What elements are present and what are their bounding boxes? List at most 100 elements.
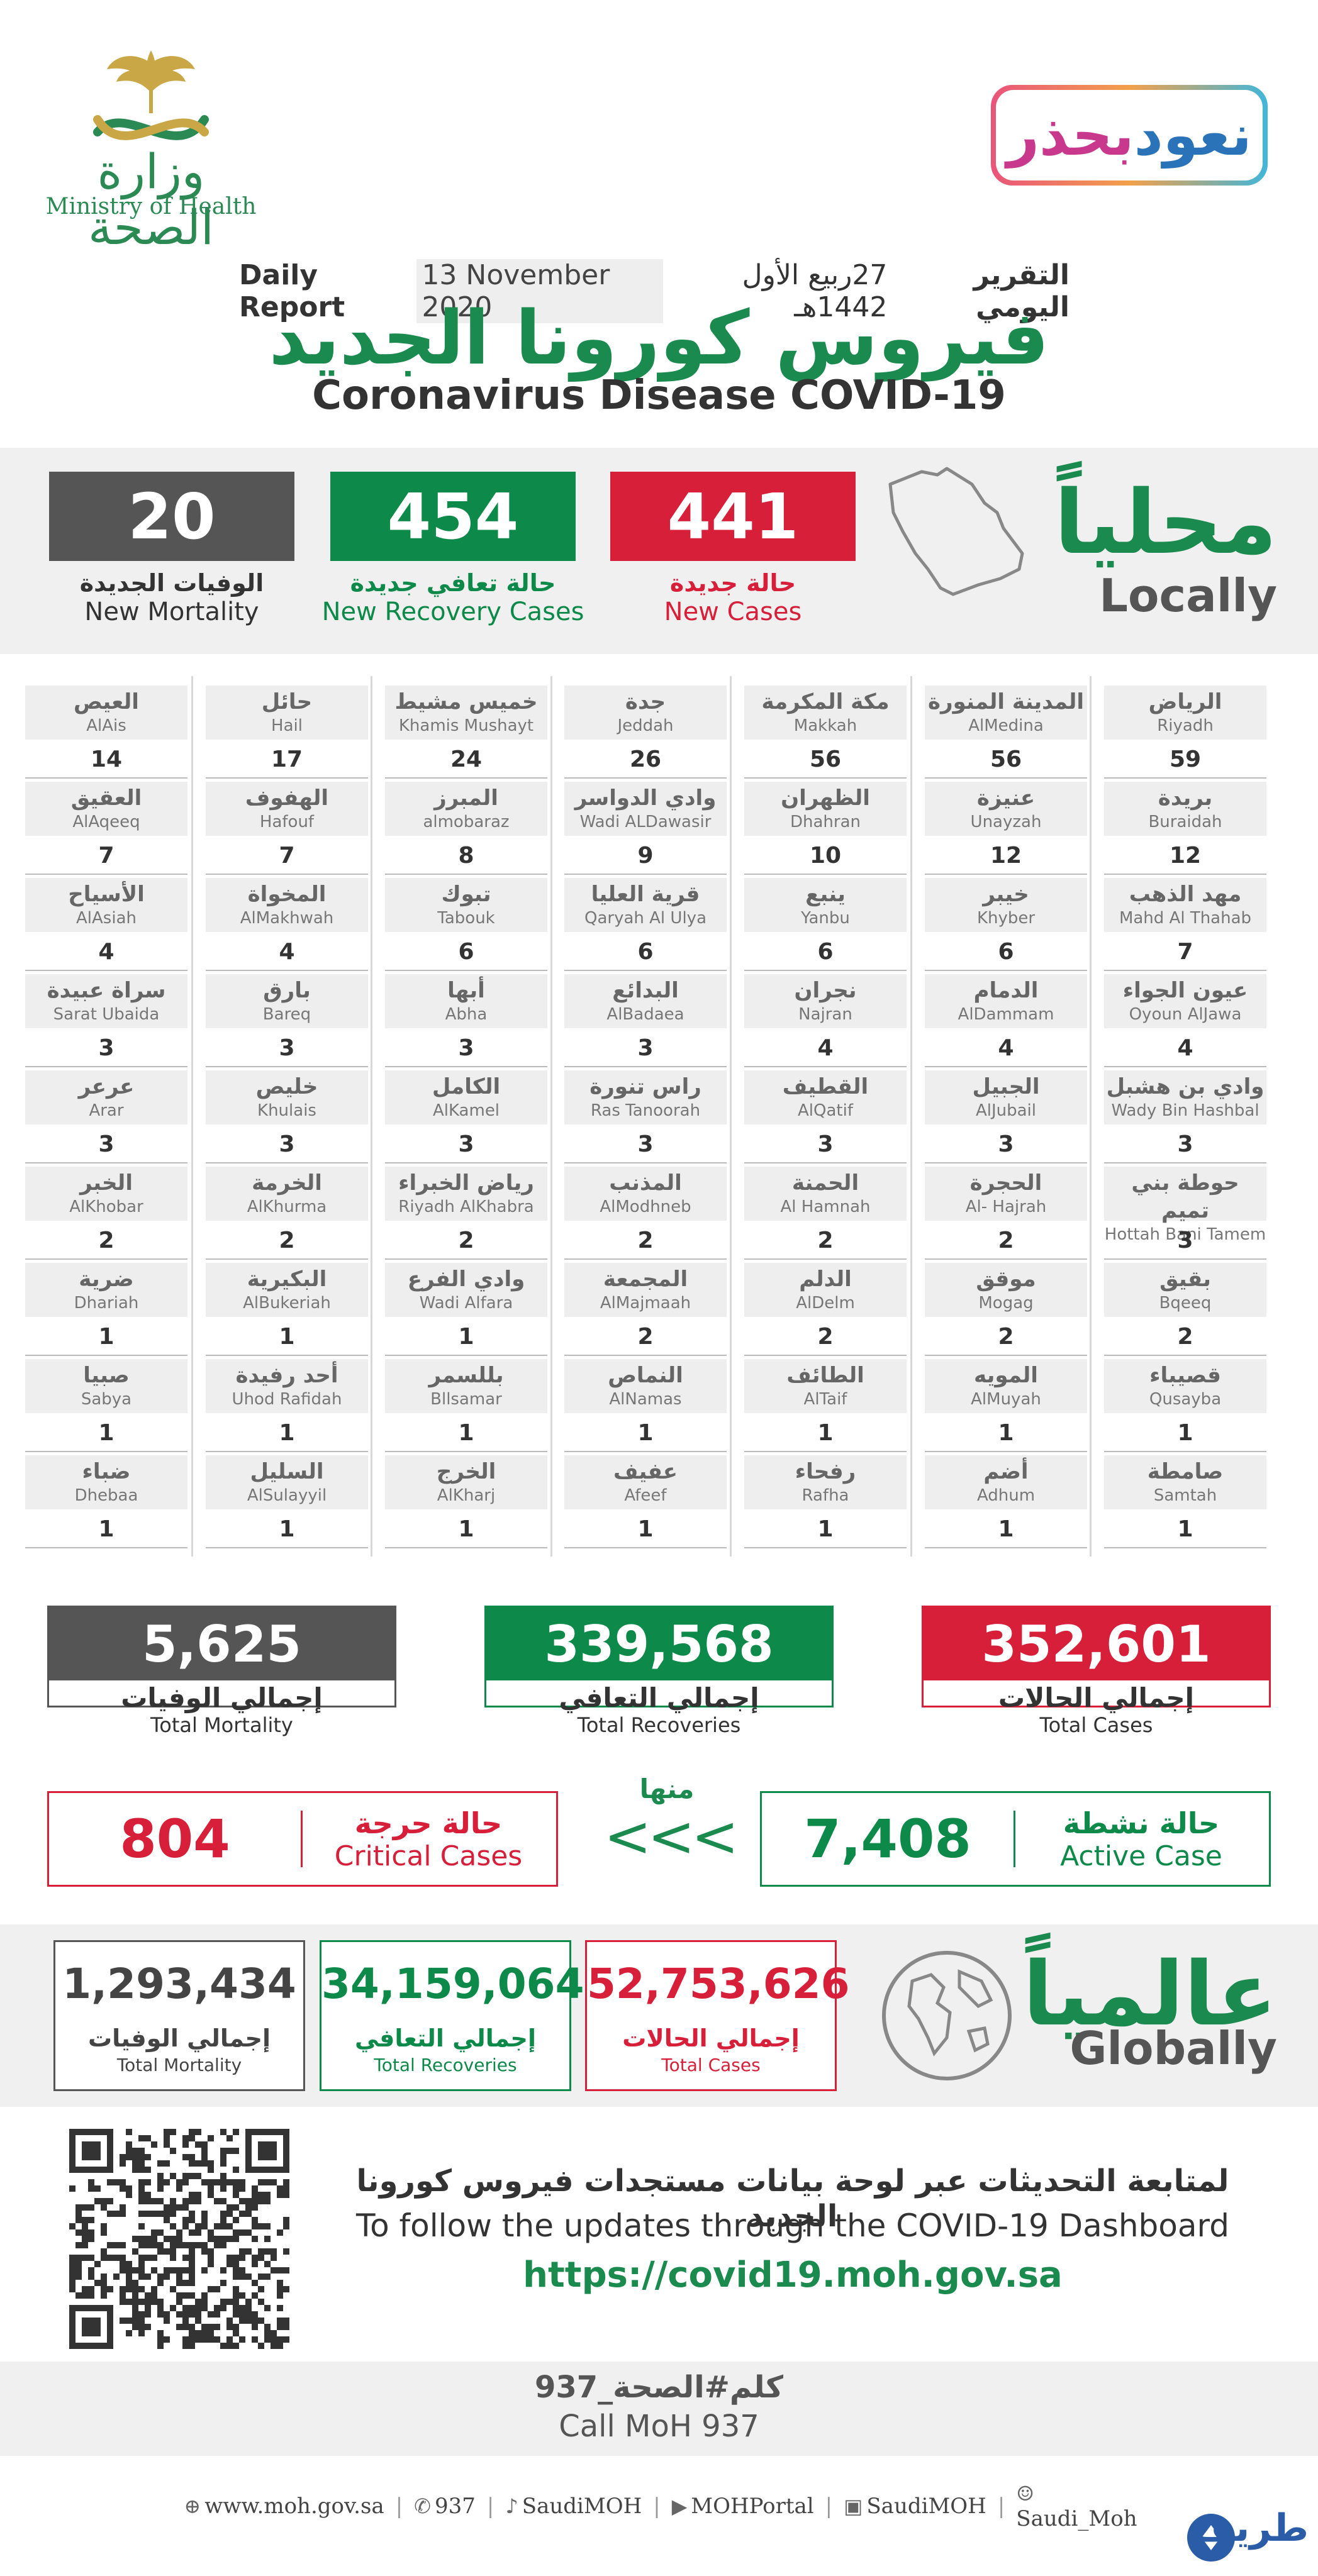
city-cell: المبرز almobaraz	[385, 782, 547, 836]
critical-cases-card: 804 حالة حرجة Critical Cases	[47, 1791, 558, 1887]
footer-web[interactable]: ⊕ www.moh.gov.sa	[184, 2494, 384, 2519]
total-cases-ar: إجمالي الحالات	[998, 1682, 1195, 1713]
city-name-en: Bqeeq	[1159, 1294, 1212, 1313]
city-name-ar: الهفوف	[245, 786, 329, 811]
city-name-ar: الدمام	[973, 978, 1039, 1003]
city-cell: صبيا Sabya	[25, 1359, 187, 1413]
campaign-word-2: بحذر	[1007, 102, 1134, 169]
city-case-count: 12	[990, 843, 1022, 869]
city-name-en: Riyadh AlKhabra	[398, 1197, 534, 1216]
city-name-en: Khyber	[976, 909, 1036, 928]
active-cases-card: 7,408 حالة نشطة Active Case	[760, 1791, 1271, 1887]
phone-icon: ✆	[414, 2494, 431, 2518]
ministry-name-ar: وزارة الصحة	[88, 143, 214, 255]
column-divider	[1090, 676, 1092, 1557]
dashboard-text-en: To follow the updates through the COVID-…	[356, 2207, 1229, 2244]
total-mortality-card: 5,625 إجمالي الوفيات Total Mortality	[47, 1606, 396, 1737]
city-name-ar: قرية العليا	[591, 882, 700, 907]
city-name-en: AlKamel	[432, 1101, 500, 1120]
city-cell: الجبيل AlJubail	[925, 1070, 1087, 1124]
globally-label-en: Globally	[1069, 2022, 1277, 2075]
city-name-en: Adhum	[976, 1486, 1036, 1505]
city-name-ar: بللسمر	[428, 1363, 504, 1388]
city-cell: النماص AlNamas	[564, 1359, 727, 1413]
footer-phone[interactable]: ✆ 937	[414, 2494, 476, 2519]
globally-label-ar: عالمياً	[1022, 1943, 1277, 2046]
dashboard-link[interactable]: https://covid19.moh.gov.sa	[523, 2255, 1063, 2296]
city-name-en: Arar	[89, 1101, 124, 1120]
city-case-count: 1	[1177, 1516, 1193, 1542]
footer-facebook[interactable]: ▣ SaudiMOH	[844, 2494, 986, 2519]
city-name-ar: عنيزة	[976, 786, 1036, 811]
city-name-en: AlBukeriah	[243, 1294, 331, 1313]
city-cell: الحجرة Al- Hajrah	[925, 1167, 1087, 1221]
city-name-ar: صبيا	[83, 1363, 130, 1388]
city-cell: الرياض Riyadh	[1104, 686, 1266, 740]
city-name-ar: حوطة بني تميم	[1131, 1170, 1239, 1223]
new-mortality-en: New Mortality	[84, 597, 259, 626]
city-case-count: 3	[817, 1131, 834, 1157]
city-name-ar: رفحاء	[795, 1459, 856, 1484]
city-name-ar: النماص	[608, 1363, 683, 1388]
footer-snapchat[interactable]: ☺Saudi_Moh	[1016, 2482, 1137, 2531]
city-case-count: 1	[817, 1516, 834, 1542]
global-recoveries-ar: إجمالي التعافي	[355, 2024, 536, 2052]
city-name-ar: ضرية	[79, 1267, 134, 1292]
city-case-count: 1	[279, 1420, 295, 1446]
city-name-en: Jeddah	[617, 716, 674, 735]
city-name-en: AlNamas	[609, 1390, 682, 1409]
city-case-count: 56	[990, 747, 1022, 772]
city-name-ar: نجران	[794, 978, 857, 1003]
city-name-en: AlModhneb	[600, 1197, 691, 1216]
city-cell: الكامل AlKamel	[385, 1070, 547, 1124]
city-name-ar: مهد الذهب	[1129, 882, 1242, 907]
new-recovery-value: 454	[330, 472, 576, 561]
city-name-ar: ضباء	[82, 1459, 131, 1484]
city-case-count: 2	[637, 1228, 654, 1253]
column-divider	[910, 676, 912, 1557]
city-name-en: Najran	[798, 1005, 852, 1024]
city-cell: البدائع AlBadaea	[564, 974, 727, 1028]
city-cell: رياض الخبراء Riyadh AlKhabra	[385, 1167, 547, 1221]
footer-twitter[interactable]: ♪ SaudiMOH	[505, 2494, 642, 2519]
city-name-en: Khulais	[257, 1101, 316, 1120]
city-name-ar: المذنب	[609, 1170, 682, 1196]
city-name-ar: المخواة	[247, 882, 327, 907]
new-cases-value: 441	[610, 472, 856, 561]
report-label-ar: التقرير اليومي	[973, 259, 1070, 323]
city-name-ar: قصيباء	[1149, 1363, 1221, 1388]
city-name-en: AlAsiah	[76, 909, 137, 928]
city-cell: أحد رفيدة Uhod Rafidah	[206, 1359, 368, 1413]
city-cell: الأسياح AlAsiah	[25, 878, 187, 932]
total-mortality-ar: إجمالي الوفيات	[121, 1682, 323, 1713]
city-name-en: AlMajmaah	[600, 1294, 691, 1313]
watermark-logo	[1187, 2514, 1235, 2562]
city-name-en: almobaraz	[423, 813, 510, 831]
city-cell: القطيف AlQatif	[744, 1070, 907, 1124]
global-cases-ar: إجمالي الحالات	[622, 2024, 800, 2052]
city-name-ar: العيص	[74, 689, 139, 714]
total-recoveries-ar: إجمالي التعافي	[559, 1682, 759, 1713]
city-case-count: 56	[809, 747, 842, 772]
city-cell: تبوك Tabouk	[385, 878, 547, 932]
city-cell: مهد الذهب Mahd Al Thahab	[1104, 878, 1266, 932]
city-cell: المخواة AlMakhwah	[206, 878, 368, 932]
city-case-count: 1	[279, 1516, 295, 1542]
total-cases-card: 352,601 إجمالي الحالات Total Cases	[922, 1606, 1271, 1737]
chevrons-icon: <<<	[604, 1804, 739, 1870]
city-name-ar: جدة	[625, 689, 666, 714]
globe-small-icon: ⊕	[184, 2494, 201, 2518]
city-case-count: 1	[637, 1420, 654, 1446]
city-name-ar: عرعر	[78, 1074, 135, 1099]
city-case-count: 3	[637, 1035, 654, 1061]
city-case-count: 4	[1177, 1035, 1193, 1061]
city-case-count: 9	[637, 843, 654, 869]
city-cell: راس تنورة Ras Tanoorah	[564, 1070, 727, 1124]
city-case-count: 2	[458, 1228, 474, 1253]
title-ar: فيروس كورونا الجديد	[269, 294, 1049, 381]
city-cell: سراة عبيدة Sarat Ubaida	[25, 974, 187, 1028]
city-cell: وادي بن هشبل Wady Bin Hashbal	[1104, 1070, 1266, 1124]
footer-links: ⊕ www.moh.gov.sa | ✆ 937 | ♪ SaudiMOH | ▶ MO…	[184, 2482, 1137, 2531]
footer-youtube[interactable]: ▶ MOHPortal	[671, 2494, 814, 2519]
city-name-ar: موقق	[976, 1267, 1036, 1292]
